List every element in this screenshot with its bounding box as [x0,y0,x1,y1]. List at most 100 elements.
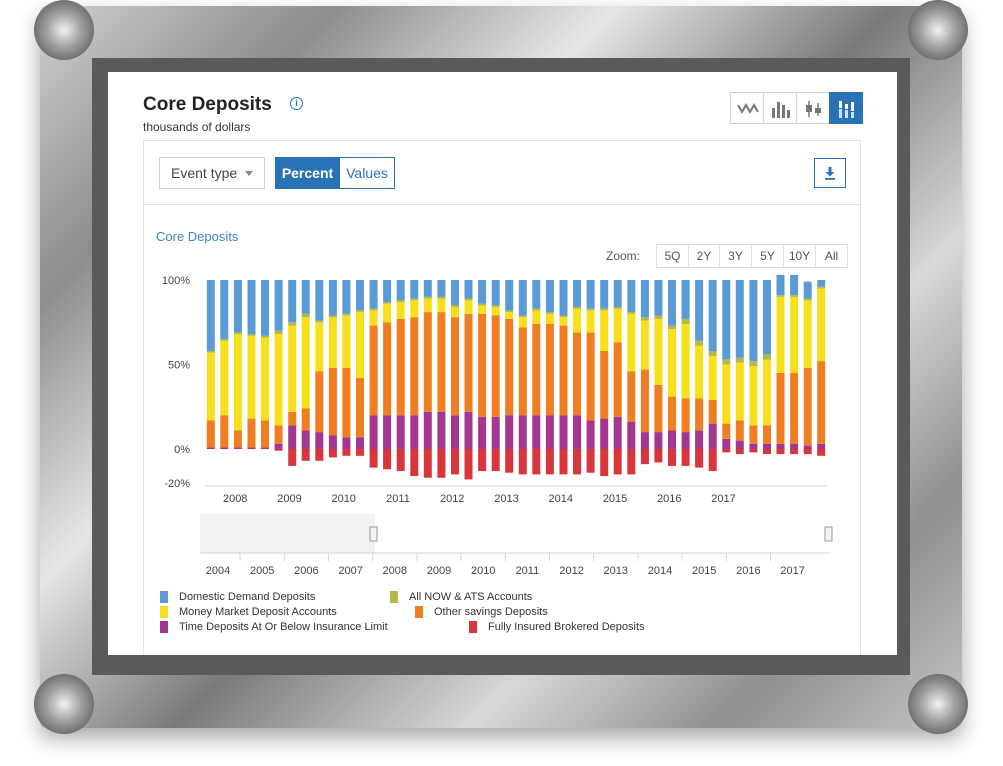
bar-segment [695,430,704,449]
zoom-10y-button[interactable]: 10Y [783,244,816,268]
bar-segment [790,274,799,296]
bar-segment [790,296,799,373]
bar-segment [654,449,663,463]
bar-segment [274,449,283,451]
x-tick-label: 2008 [223,493,247,505]
download-button[interactable] [814,158,846,188]
chart-title: Core Deposits [156,229,239,244]
bar-segment [722,423,731,439]
event-type-dropdown[interactable]: Event type [159,157,265,189]
info-icon[interactable]: i [290,97,303,110]
bar-segment [559,317,568,326]
navigator-tick-label: 2009 [427,565,451,577]
bar-segment [383,322,392,416]
legend-swatch [390,591,398,603]
bar-segment [288,411,297,426]
bar-segment [668,396,676,431]
bar-segment [613,342,622,417]
bar-segment [573,307,581,309]
bar-segment [328,317,337,368]
bar-segment [749,280,758,362]
bar-segment [817,286,826,289]
chevron-down-icon [245,171,253,176]
bar-segment [817,443,826,449]
navigator-tick-label: 2016 [736,565,760,577]
navigator-mask [200,514,375,553]
bar-segment [722,449,731,453]
bar-segment [586,280,595,309]
bar-segment [410,317,419,416]
bar-segment [559,449,568,475]
bar-segment [301,317,310,409]
bar-segment [654,432,663,449]
bar-segment [763,354,771,360]
candlestick-chart-button[interactable] [796,92,830,124]
bar-segment [464,280,473,299]
bar-segment [356,449,364,456]
bar-segment [600,280,609,309]
bar-segment [464,411,473,449]
bar-segment [803,300,812,368]
bar-segment [396,280,405,301]
bar-chart-button[interactable] [763,92,797,124]
bar-segment [261,280,269,336]
bar-segment [464,300,473,314]
bar-segment [518,415,527,449]
legend-swatch [160,591,168,603]
bar-segment [247,335,256,419]
bar-segment [803,449,812,455]
bar-segment [437,280,446,297]
bar-segment [722,438,731,449]
navigator-left-handle [369,526,378,542]
line-chart-button[interactable] [730,92,764,124]
bar-segment [600,418,609,449]
navigator-right-handle [824,526,833,542]
bar-segment [627,312,636,314]
zoom-3y-button[interactable]: 3Y [719,244,752,268]
bar-segment [640,320,649,370]
bar-segment [817,288,826,362]
legend-label: Time Deposits At Or Below Insurance Limi… [179,621,388,633]
percent-toggle[interactable]: Percent [275,157,340,189]
bar-segment [681,398,690,433]
bar-segment [586,449,595,473]
bar-segment [708,400,717,424]
zoom-all-button[interactable]: All [815,244,848,268]
bar-segment [356,312,364,378]
bar-segment [356,280,364,311]
bar-segment [695,449,704,468]
navigator-tick-label: 2010 [471,565,495,577]
bar-segment [668,329,676,397]
bar-segment [233,430,242,448]
bar-segment [356,378,364,438]
bar-segment [749,366,758,426]
bar-segment [668,449,676,466]
bar-segment [274,280,283,331]
bar-segment [518,280,527,316]
navigator-tick-label: 2005 [250,565,274,577]
bar-segment [206,351,215,353]
bar-segment [396,302,405,319]
legend-swatch [469,621,477,633]
frame-corner-ornament [908,674,968,734]
zoom-2y-button[interactable]: 2Y [688,244,720,268]
values-toggle[interactable]: Values [339,157,395,189]
bar-segment [518,317,527,328]
bar-segment [315,322,324,372]
bar-segment [586,420,595,449]
bar-segment [206,352,215,421]
bar-segment [274,334,283,426]
stacked-bar-chart: 100% 50% 0% -20% 2008 2009 2010 2011 2012 2013 201… [162,274,833,577]
stacked-bar-chart-button[interactable] [829,92,863,124]
bar-segment [613,449,622,475]
bar-segment [776,295,785,297]
zoom-5q-button[interactable]: 5Q [656,244,689,268]
bar-segment [464,449,473,480]
bar-segment [491,305,500,307]
bar-segment [233,332,242,335]
bar-segment [451,317,459,416]
bar-segment [423,296,432,299]
navigator-tick-label: 2008 [383,565,407,577]
bar-segment [233,447,242,449]
zoom-5y-button[interactable]: 5Y [751,244,784,268]
